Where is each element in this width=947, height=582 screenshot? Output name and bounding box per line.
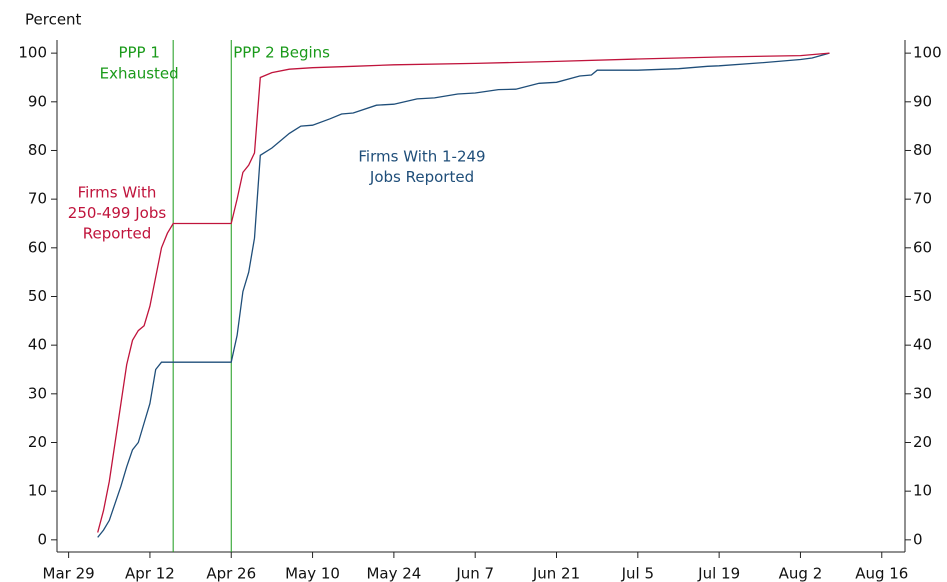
y-tick-label: 80 xyxy=(28,141,47,159)
y2-tick-label: 50 xyxy=(913,287,932,305)
line-series xyxy=(97,52,830,538)
y2-tick-label: 0 xyxy=(913,530,923,548)
y-tick-label: 20 xyxy=(28,433,47,451)
x-tick-label: May 10 xyxy=(285,565,340,582)
y2-tick-label: 70 xyxy=(913,190,932,208)
y2-tick-label: 80 xyxy=(913,141,932,159)
event-label: PPP 2 Begins xyxy=(233,44,330,62)
series-label: Jobs Reported xyxy=(369,168,474,186)
y-tick-label: 10 xyxy=(28,482,47,500)
series-label: Firms With 1-249 xyxy=(358,148,485,166)
series-label: Firms With xyxy=(78,184,157,202)
y-tick-label: 30 xyxy=(28,384,47,402)
y2-tick-label: 100 xyxy=(913,44,942,62)
series-label: Reported xyxy=(83,225,151,243)
x-tick-label: Apr 12 xyxy=(125,565,175,582)
x-tick-label: Jul 5 xyxy=(621,565,654,582)
line-series xyxy=(97,52,830,533)
y-tick-label: 90 xyxy=(28,92,47,110)
x-tick-label: Jun 21 xyxy=(532,565,580,582)
y2-tick-label: 30 xyxy=(913,384,932,402)
y-tick-label: 60 xyxy=(28,238,47,256)
event-label: PPP 1 xyxy=(118,44,159,62)
y-tick-label: 40 xyxy=(28,336,47,354)
y2-tick-label: 60 xyxy=(913,238,932,256)
series-label: 250-499 Jobs xyxy=(68,204,167,222)
x-tick-label: May 24 xyxy=(366,565,421,582)
y-tick-label: 50 xyxy=(28,287,47,305)
x-tick-label: Jun 7 xyxy=(455,565,494,582)
y2-tick-label: 40 xyxy=(913,336,932,354)
y2-tick-label: 10 xyxy=(913,482,932,500)
y2-tick-label: 90 xyxy=(913,92,932,110)
y-tick-label: 70 xyxy=(28,190,47,208)
x-tick-label: Mar 29 xyxy=(43,565,95,582)
y-tick-label: 0 xyxy=(37,530,47,548)
x-tick-label: Apr 26 xyxy=(206,565,256,582)
x-tick-label: Jul 19 xyxy=(697,565,740,582)
event-label: Exhausted xyxy=(100,65,179,83)
x-tick-label: Aug 2 xyxy=(779,565,823,582)
y2-tick-label: 20 xyxy=(913,433,932,451)
y-tick-label: 100 xyxy=(18,44,47,62)
x-tick-label: Aug 16 xyxy=(855,565,908,582)
y-axis-label: Percent xyxy=(25,11,82,29)
